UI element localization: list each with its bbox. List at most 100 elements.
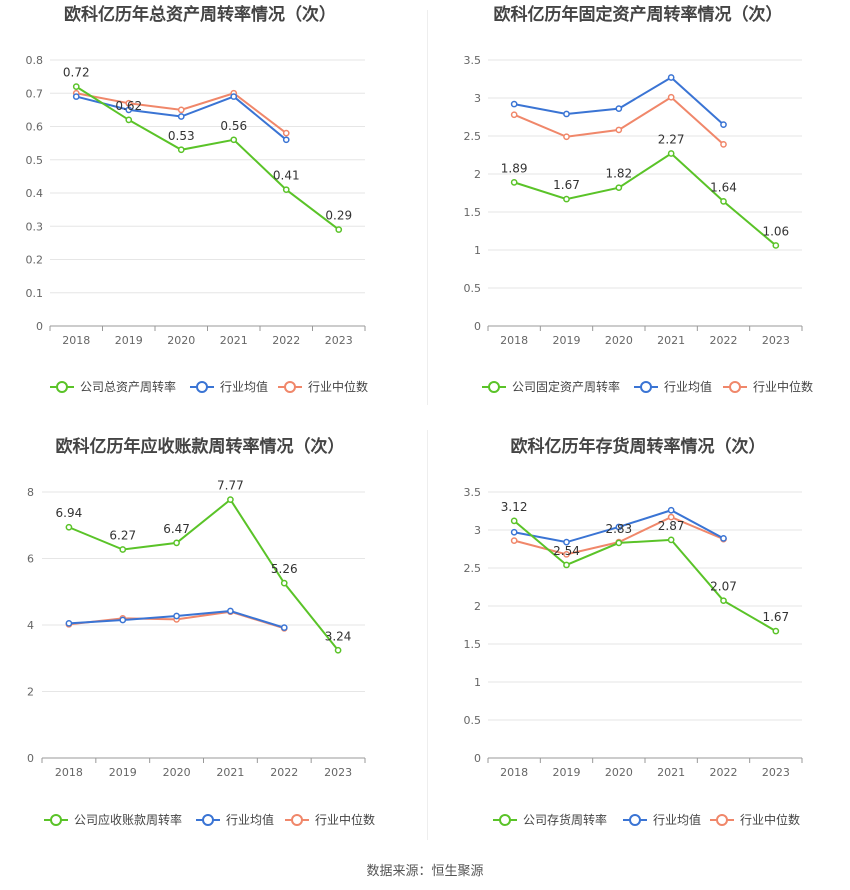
- data-point-company: [65, 523, 73, 531]
- legend-swatch-marker: [729, 381, 741, 393]
- data-point-company: [772, 242, 780, 249]
- data-point-avg: [510, 100, 518, 108]
- x-tick-label: 2023: [325, 334, 353, 347]
- legend-swatch-marker: [284, 381, 296, 393]
- data-label: 1.64: [710, 180, 737, 194]
- legend-swatch-marker: [488, 381, 500, 393]
- data-point-avg: [563, 110, 570, 118]
- y-tick-label: 0.8: [26, 54, 44, 67]
- data-point-avg: [230, 93, 238, 100]
- data-point-company: [334, 646, 342, 654]
- data-point-avg: [720, 121, 727, 128]
- data-label: 7.77: [217, 479, 244, 493]
- legend-label: 行业均值: [226, 812, 274, 827]
- legend-label: 行业均值: [664, 379, 712, 394]
- y-tick-label: 0.2: [26, 254, 44, 267]
- data-point-company: [772, 627, 780, 635]
- legend-swatch-marker: [640, 381, 652, 393]
- legend-label: 行业中位数: [308, 379, 368, 394]
- data-point-avg: [615, 105, 623, 112]
- data-point-avg: [227, 607, 234, 615]
- legend-label: 行业中位数: [753, 379, 813, 394]
- y-tick-label: 2: [27, 686, 34, 699]
- data-label: 2.83: [605, 522, 632, 536]
- y-tick-label: 8: [27, 486, 34, 499]
- legend-swatch-marker: [499, 814, 511, 826]
- y-tick-label: 0.5: [464, 282, 482, 295]
- data-point-company: [667, 150, 675, 157]
- y-tick-label: 4: [27, 619, 34, 632]
- data-point-company: [335, 226, 343, 233]
- data-point-median: [720, 141, 727, 148]
- data-point-company: [563, 195, 570, 203]
- y-tick-label: 0.7: [26, 87, 44, 100]
- legend-swatch-marker: [56, 381, 68, 393]
- data-point-median: [125, 99, 133, 107]
- data-point-avg: [125, 106, 133, 114]
- legend-swatch-marker: [202, 814, 214, 826]
- x-tick-label: 2022: [270, 766, 298, 779]
- data-point-company: [667, 536, 675, 544]
- y-tick-label: 1: [474, 244, 481, 257]
- y-tick-label: 1.5: [464, 638, 482, 651]
- x-tick-label: 2021: [216, 766, 244, 779]
- data-point-median: [563, 550, 570, 558]
- data-point-median: [667, 93, 675, 101]
- y-tick-label: 0.6: [26, 121, 44, 134]
- chart-title: 欧科亿历年应收账款周转率情况（次）: [56, 436, 345, 457]
- data-point-company: [177, 146, 185, 154]
- x-tick-label: 2020: [605, 334, 633, 347]
- chart-inventory-svg: 欧科亿历年存货周转率情况（次） 0 0.5 1 1.5 2 2.5 3 3.5 2018 2019 2…: [464, 436, 803, 827]
- data-point-avg: [280, 624, 288, 632]
- y-tick-label: 0.3: [26, 220, 44, 233]
- chart-receivables-svg: 欧科亿历年应收账款周转率情况（次） 0 2 4 6 8 2018 2019 2020 2021 20…: [27, 436, 375, 827]
- data-point-avg: [563, 538, 570, 546]
- legend-label: 行业均值: [653, 812, 701, 827]
- legend-label: 行业中位数: [315, 812, 375, 827]
- y-tick-label: 2: [474, 168, 481, 181]
- data-label: 1.82: [605, 167, 632, 181]
- data-label: 2.54: [553, 544, 580, 558]
- y-tick-label: 0.5: [464, 714, 482, 727]
- data-point-avg: [282, 136, 290, 144]
- legend-swatch-marker: [50, 814, 62, 826]
- x-tick-label: 2021: [657, 334, 685, 347]
- chart-panel-inventory: 欧科亿历年存货周转率情况（次） 0 0.5 1 1.5 2 2.5 3 3.5 2018 2019 2…: [438, 430, 850, 860]
- series-line-company: [513, 520, 777, 632]
- y-tick-label: 0: [36, 320, 43, 333]
- data-label: 1.89: [501, 161, 528, 175]
- data-point-company: [125, 116, 133, 124]
- data-point-company: [720, 198, 727, 205]
- legend-label: 行业均值: [220, 379, 268, 394]
- y-tick-label: 0: [474, 752, 481, 765]
- x-tick-label: 2018: [500, 334, 528, 347]
- data-point-avg: [119, 616, 127, 624]
- series-line-median: [513, 95, 725, 146]
- legend-label: 公司总资产周转率: [80, 379, 176, 394]
- y-tick-label: 3: [474, 524, 481, 537]
- data-point-median: [282, 129, 290, 137]
- data-point-avg: [65, 619, 73, 627]
- y-tick-label: 0.5: [26, 154, 44, 167]
- y-tick-label: 0.4: [26, 187, 44, 200]
- data-point-company: [227, 496, 234, 503]
- data-point-median: [510, 537, 518, 544]
- x-tick-label: 2020: [605, 766, 633, 779]
- data-label: 1.67: [553, 178, 580, 192]
- data-point-avg: [667, 74, 675, 81]
- data-point-avg: [667, 506, 675, 514]
- data-label: 6.94: [56, 506, 83, 520]
- y-tick-label: 2: [474, 600, 481, 613]
- x-tick-label: 2019: [553, 766, 581, 779]
- x-tick-label: 2020: [167, 334, 195, 347]
- chart-panel-fixed-assets: 欧科亿历年固定资产周转率情况（次） 0 0.5 1 1.5 2 2.5 3 3.5 2018 201…: [438, 0, 850, 430]
- data-source-note: 数据来源：恒生聚源: [366, 864, 484, 879]
- data-label: 1.06: [762, 224, 789, 238]
- legend-label: 公司固定资产周转率: [512, 379, 620, 394]
- x-tick-label: 2023: [324, 766, 352, 779]
- data-point-company: [282, 186, 290, 194]
- data-point-company: [510, 517, 518, 525]
- data-point-company: [173, 539, 180, 547]
- series-line-company: [68, 498, 339, 651]
- data-point-median: [615, 126, 623, 134]
